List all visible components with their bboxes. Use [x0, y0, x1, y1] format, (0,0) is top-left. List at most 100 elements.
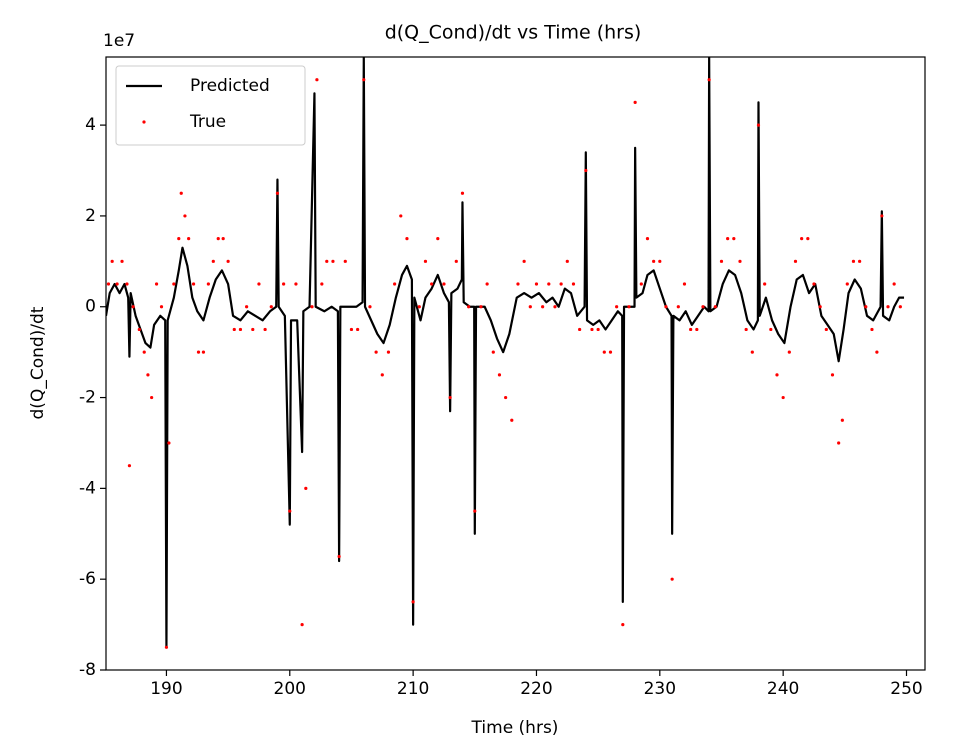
true-point	[325, 259, 329, 263]
true-point	[602, 350, 606, 354]
legend-label: Predicted	[190, 76, 270, 96]
legend: Predicted True	[115, 65, 306, 146]
true-point	[115, 282, 119, 286]
true-point	[541, 305, 545, 309]
true-point	[110, 259, 114, 263]
true-point	[288, 509, 292, 513]
true-point	[886, 305, 890, 309]
true-point	[559, 282, 563, 286]
true-point	[331, 259, 335, 263]
true-point	[534, 282, 539, 286]
true-point	[399, 214, 403, 218]
true-point	[596, 327, 600, 332]
true-point	[226, 259, 230, 263]
true-point	[892, 282, 896, 286]
true-point	[670, 577, 674, 581]
true-point	[504, 395, 508, 400]
true-point	[633, 100, 637, 105]
true-point	[417, 305, 421, 309]
true-point	[621, 622, 625, 627]
true-point	[553, 305, 557, 309]
y-tick-label: -4	[79, 478, 96, 498]
true-point	[164, 645, 169, 649]
true-point	[522, 259, 526, 263]
true-point	[150, 395, 154, 400]
true-point	[793, 259, 798, 263]
true-point	[485, 282, 489, 286]
true-point	[154, 282, 159, 286]
true-point	[578, 327, 582, 332]
true-point	[726, 237, 730, 241]
true-point	[615, 305, 619, 309]
true-point	[473, 509, 477, 513]
y-axis-label: d(Q_Cond)/dt	[28, 306, 48, 419]
true-point	[300, 622, 304, 627]
true-point	[356, 327, 360, 332]
true-point	[460, 191, 465, 195]
true-point	[707, 78, 711, 82]
true-point	[374, 350, 378, 354]
x-tick-label: 250	[890, 679, 922, 699]
true-point	[652, 259, 656, 263]
true-point	[830, 373, 835, 377]
true-point	[837, 441, 841, 445]
true-point	[368, 305, 372, 309]
true-point	[146, 373, 150, 377]
x-axis-label: Time (hrs)	[471, 718, 559, 738]
y-offset-label: 1e7	[103, 31, 135, 51]
true-point	[851, 259, 856, 263]
true-point	[187, 237, 191, 241]
x-tick-label: 190	[150, 679, 182, 699]
x-tick-label: 230	[644, 679, 676, 699]
true-point	[744, 327, 748, 332]
chart-title: d(Q_Cond)/dt vs Time (hrs)	[385, 22, 642, 44]
y-tick-label: 4	[85, 115, 96, 135]
true-point	[528, 305, 532, 309]
true-point	[183, 214, 187, 218]
true-point	[257, 282, 261, 286]
true-point	[571, 282, 576, 286]
legend-swatch	[142, 120, 146, 124]
true-point	[608, 350, 613, 354]
true-point	[479, 305, 483, 309]
true-point	[282, 282, 286, 286]
true-point	[320, 282, 324, 286]
true-point	[870, 327, 874, 332]
true-point	[713, 305, 717, 309]
true-point	[676, 305, 680, 309]
true-point	[769, 327, 773, 332]
true-point	[137, 327, 141, 332]
true-point	[436, 237, 440, 241]
true-point	[343, 259, 347, 263]
true-point	[405, 237, 409, 241]
true-point	[627, 305, 631, 309]
true-point	[695, 327, 699, 332]
true-point	[177, 237, 181, 241]
true-point	[806, 237, 810, 241]
true-point	[362, 78, 366, 82]
true-point	[467, 305, 471, 309]
true-point	[310, 305, 314, 309]
true-point	[689, 327, 693, 332]
true-point	[211, 259, 215, 263]
true-point	[172, 282, 176, 286]
axes: 190 200 210 220 230 240 250 -8 -6 -4 -2 0 2 4	[79, 115, 923, 699]
true-point	[875, 350, 879, 354]
true-point	[510, 418, 514, 422]
true-point	[442, 282, 446, 286]
true-point	[315, 78, 319, 82]
true-point	[423, 259, 428, 263]
true-point	[454, 259, 458, 263]
true-point	[840, 418, 844, 422]
true-point	[491, 350, 495, 354]
true-point	[393, 282, 397, 286]
true-point	[106, 282, 111, 286]
true-point	[781, 395, 785, 400]
true-point	[775, 373, 779, 377]
true-point	[787, 350, 791, 354]
true-point	[497, 373, 502, 377]
true-point	[547, 282, 551, 286]
true-point	[245, 305, 249, 309]
true-point	[590, 327, 594, 332]
